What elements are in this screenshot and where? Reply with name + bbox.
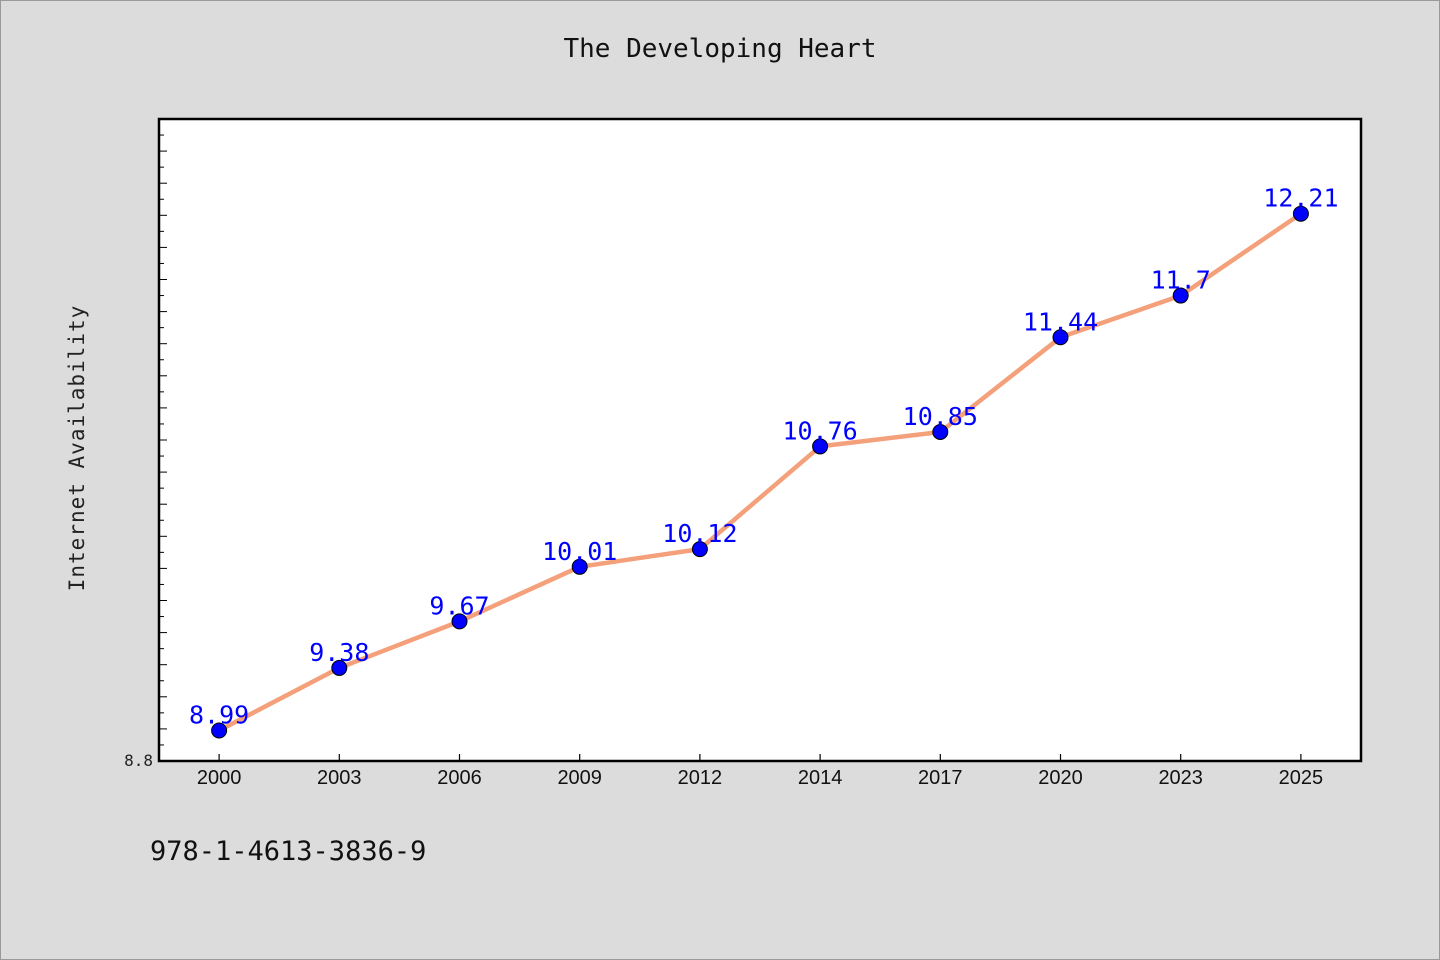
x-tick-label: 2000: [197, 767, 242, 789]
x-tick-label: 2006: [437, 767, 482, 789]
data-point: [571, 558, 588, 575]
x-tick-label: 2003: [317, 767, 362, 789]
data-point: [932, 423, 949, 440]
x-tick-label: 2020: [1038, 767, 1083, 789]
data-label: 11.44: [1023, 307, 1098, 336]
data-point: [1052, 329, 1069, 346]
data-point: [451, 613, 468, 630]
x-axis-ticks: 2000 2003 2006 2009 2012 2014 2017 2020 2023 2025: [197, 754, 1323, 789]
data-point: [1172, 287, 1189, 304]
data-label: 9.38: [309, 638, 369, 667]
data-series: 8.99 9.38 9.67 10.01 10.12 10.76 10.85 11.44 11.…: [189, 184, 1339, 739]
plot-area: [159, 119, 1361, 761]
data-point: [1292, 205, 1309, 222]
x-tick-label: 2009: [557, 767, 602, 789]
x-tick-label: 2025: [1279, 767, 1324, 789]
data-point: [691, 541, 708, 558]
x-tick-label: 2023: [1158, 767, 1203, 789]
data-label: 10.85: [903, 402, 978, 431]
data-label: 10.01: [542, 537, 617, 566]
chart-title: The Developing Heart: [563, 34, 877, 64]
data-point: [812, 438, 829, 455]
data-point: [331, 659, 348, 676]
data-label: 10.76: [782, 416, 857, 445]
isbn-code: 978-1-4613-3836-9: [150, 836, 427, 867]
x-tick-label: 2012: [678, 767, 723, 789]
series-line: [216, 211, 1304, 733]
data-label: 10.12: [662, 519, 737, 548]
plot-border: [157, 117, 1363, 763]
data-label: 8.99: [189, 701, 249, 730]
data-label: 12.21: [1263, 184, 1338, 213]
x-tick-label: 2014: [798, 767, 843, 789]
data-point: [211, 722, 228, 739]
data-label: 11.7: [1151, 266, 1211, 295]
data-label: 9.67: [429, 591, 489, 620]
y-tick-label: 8.8: [124, 751, 153, 770]
x-tick-label: 2017: [918, 767, 963, 789]
y-axis-ticks: 8.8: [124, 134, 167, 770]
